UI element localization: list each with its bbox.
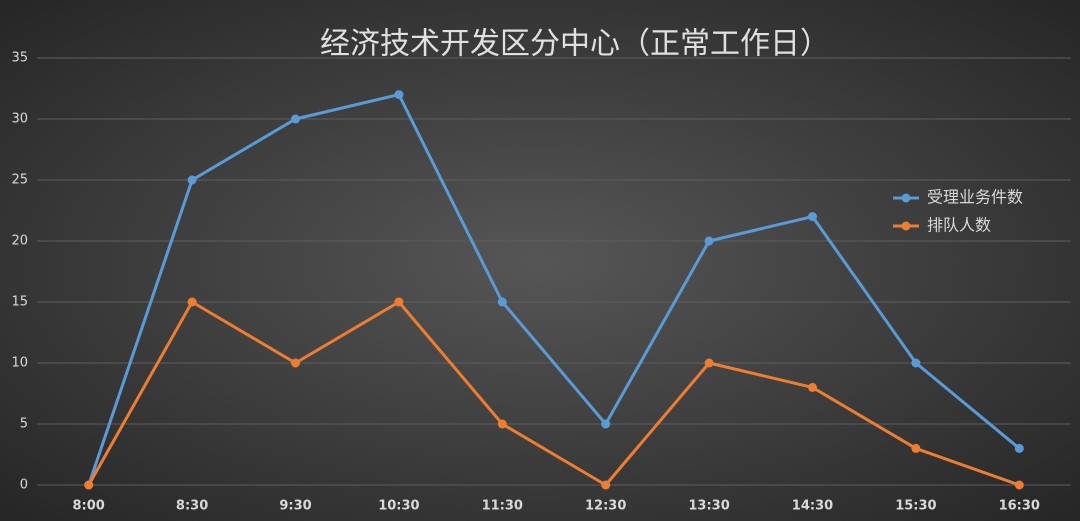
data-point: [497, 419, 507, 429]
x-tick-label: 9:30: [279, 499, 311, 514]
data-point: [187, 175, 197, 185]
data-point: [911, 443, 921, 453]
data-point: [394, 90, 404, 100]
data-point: [704, 358, 714, 368]
x-tick-label: 8:00: [73, 499, 105, 514]
y-tick-label: 30: [11, 112, 28, 127]
data-point: [187, 297, 197, 307]
x-tick-label: 14:30: [792, 499, 833, 514]
y-tick-label: 20: [11, 234, 28, 249]
x-tick-label: 8:30: [176, 499, 208, 514]
data-point: [497, 297, 507, 307]
x-tick-label: 11:30: [482, 499, 523, 514]
data-point: [291, 358, 300, 368]
data-point: [394, 297, 404, 307]
y-tick-label: 5: [20, 417, 28, 432]
legend-label: 受理业务件数: [927, 188, 1023, 207]
y-tick-label: 15: [11, 295, 28, 310]
y-tick-label: 25: [11, 173, 28, 188]
x-tick-label: 12:30: [585, 499, 626, 514]
series-line: [87, 300, 1020, 487]
data-point: [1014, 480, 1024, 490]
x-tick-label: 15:30: [895, 499, 936, 514]
data-point: [808, 382, 817, 392]
y-tick-label: 0: [20, 478, 28, 493]
legend-marker: [901, 221, 911, 231]
y-tick-label: 35: [11, 51, 28, 66]
data-point: [911, 358, 921, 368]
data-point: [291, 114, 300, 124]
data-point: [1014, 443, 1024, 453]
series-line: [87, 93, 1021, 486]
y-tick-label: 10: [11, 356, 28, 371]
data-point: [808, 212, 817, 222]
data-point: [704, 236, 714, 246]
data-point: [84, 480, 94, 490]
x-tick-label: 13:30: [688, 499, 729, 514]
data-point: [601, 480, 611, 490]
legend-label: 排队人数: [927, 216, 991, 235]
legend-marker: [901, 193, 911, 203]
x-tick-label: 16:30: [999, 499, 1040, 514]
chart-title: 经济技术开发区分中心（正常工作日）: [320, 27, 830, 62]
data-point: [601, 419, 611, 429]
x-tick-label: 10:30: [378, 499, 419, 514]
